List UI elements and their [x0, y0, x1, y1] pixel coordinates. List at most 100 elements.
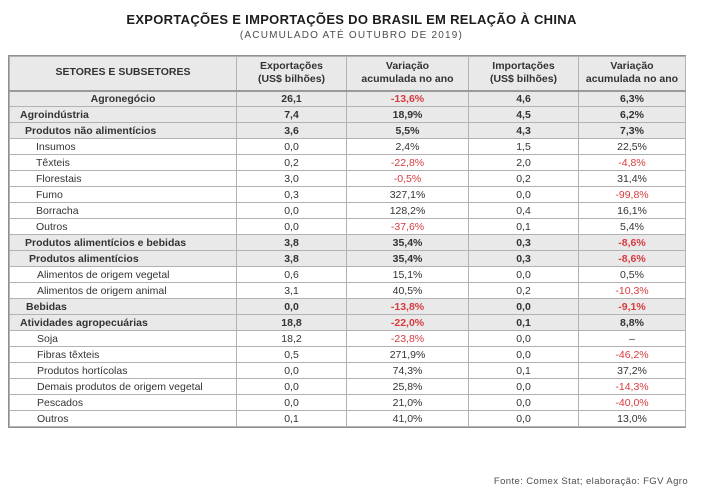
imports-variation-cell: 6,2% — [578, 106, 686, 123]
table-row: Têxteis 0,2 -22,8% 2,0 -4,8% — [9, 154, 686, 171]
sector-label: Fumo — [9, 186, 237, 203]
table-row: Alimentos de origem animal 3,1 40,5% 0,2 -10… — [9, 282, 686, 299]
exports-variation-cell: 5,5% — [346, 122, 469, 139]
imports-value-cell: 4,6 — [468, 90, 579, 107]
table-row: Produtos hortícolas 0,0 74,3% 0,1 37,2% — [9, 362, 686, 379]
imports-value-cell: 0,0 — [468, 186, 579, 203]
sector-label: Atividades agropecuárias — [9, 314, 237, 331]
imports-variation-cell: 37,2% — [578, 362, 686, 379]
exports-variation-cell: 40,5% — [346, 282, 469, 299]
source-note: Fonte: Comex Stat; elaboração: FGV Agro — [493, 476, 688, 487]
table-row: Fumo 0,3 327,1% 0,0 -99,8% — [9, 186, 686, 203]
imports-value-cell: 0,1 — [468, 218, 579, 235]
page-subtitle: (ACUMULADO ATÉ OUTUBRO DE 2019) — [239, 30, 464, 41]
sector-label: Soja — [9, 330, 237, 347]
exports-variation-cell: -37,6% — [346, 218, 469, 235]
imports-value-cell: 0,3 — [468, 234, 579, 251]
imports-value-cell: 4,5 — [468, 106, 579, 123]
sector-label: Produtos alimentícios e bebidas — [9, 234, 237, 251]
exports-variation-cell: 41,0% — [346, 410, 469, 427]
table-row: Soja 18,2 -23,8% 0,0– — [9, 330, 686, 347]
exports-value-cell: 18,2 — [236, 330, 347, 347]
exports-value-cell: 0,1 — [236, 410, 347, 427]
exports-variation-cell: -13,8% — [346, 298, 469, 315]
exports-value-cell: 3,6 — [236, 122, 347, 139]
table-body: Agronegócio 26,1 -13,6% 4,6 6,3% Agroindústri… — [9, 90, 686, 427]
imports-value-cell: 0,0 — [468, 266, 579, 283]
table-row: Produtos alimentícios e bebidas 3,8 35,4% 0… — [9, 234, 686, 251]
table-row: Atividades agropecuárias 18,8 -22,0% 0,1 8,8… — [9, 314, 686, 331]
imports-variation-cell: – — [578, 330, 686, 347]
imports-variation-cell: -40,0% — [578, 394, 686, 411]
sector-label: Alimentos de origem animal — [9, 282, 237, 299]
sector-label: Pescados — [9, 394, 237, 411]
exports-variation-cell: 15,1% — [346, 266, 469, 283]
header-variacao-exportacoes: Variação acumulada no ano — [346, 56, 469, 92]
table-row: Florestais 3,0 -0,5% 0,2 31,4% — [9, 170, 686, 187]
table-row: Bebidas 0,0 -13,8% 0,0 -9,1% — [9, 298, 686, 315]
imports-value-cell: 0,0 — [468, 410, 579, 427]
exports-value-cell: 0,6 — [236, 266, 347, 283]
exports-value-cell: 0,0 — [236, 138, 347, 155]
sector-label: Outros — [9, 218, 237, 235]
table-row: Demais produtos de origem vegetal 0,0 25,8… — [9, 378, 686, 395]
exports-variation-cell: -0,5% — [346, 170, 469, 187]
imports-value-cell: 0,2 — [468, 282, 579, 299]
imports-value-cell: 0,3 — [468, 250, 579, 267]
imports-variation-cell: 31,4% — [578, 170, 686, 187]
exports-value-cell: 3,8 — [236, 250, 347, 267]
imports-value-cell: 2,0 — [468, 154, 579, 171]
imports-variation-cell: -46,2% — [578, 346, 686, 363]
imports-variation-cell: 5,4% — [578, 218, 686, 235]
imports-variation-cell: 16,1% — [578, 202, 686, 219]
imports-variation-cell: -4,8% — [578, 154, 686, 171]
exports-value-cell: 0,0 — [236, 218, 347, 235]
table-row: Outros 0,1 41,0% 0,0 13,0% — [9, 410, 686, 427]
sector-label: Produtos não alimentícios — [9, 122, 237, 139]
exports-value-cell: 18,8 — [236, 314, 347, 331]
imports-value-cell: 0,1 — [468, 314, 579, 331]
exports-value-cell: 0,5 — [236, 346, 347, 363]
sector-label: Têxteis — [9, 154, 237, 171]
exports-variation-cell: -22,0% — [346, 314, 469, 331]
imports-value-cell: 0,0 — [468, 378, 579, 395]
exports-value-cell: 3,8 — [236, 234, 347, 251]
imports-value-cell: 0,0 — [468, 298, 579, 315]
imports-variation-cell: -8,6% — [578, 250, 686, 267]
table-row: Agronegócio 26,1 -13,6% 4,6 6,3% — [9, 90, 686, 107]
sector-label: Produtos alimentícios — [9, 250, 237, 267]
imports-variation-cell: 7,3% — [578, 122, 686, 139]
imports-variation-cell: 13,0% — [578, 410, 686, 427]
exports-value-cell: 0,0 — [236, 202, 347, 219]
exports-variation-cell: 21,0% — [346, 394, 469, 411]
imports-variation-cell: -10,3% — [578, 282, 686, 299]
sector-label: Bebidas — [9, 298, 237, 315]
exports-value-cell: 0,0 — [236, 362, 347, 379]
header-variacao-importacoes: Variação acumulada no ano — [578, 56, 686, 92]
sector-label: Agronegócio — [9, 90, 237, 107]
page-title: EXPORTAÇÕES E IMPORTAÇÕES DO BRASIL EM R… — [126, 12, 577, 27]
imports-variation-cell: 0,5% — [578, 266, 686, 283]
table-row: Produtos alimentícios 3,8 35,4% 0,3 -8,6% — [9, 250, 686, 267]
imports-variation-cell: -8,6% — [578, 234, 686, 251]
exports-variation-cell: 18,9% — [346, 106, 469, 123]
exports-value-cell: 0,0 — [236, 394, 347, 411]
sector-label: Borracha — [9, 202, 237, 219]
sector-label: Florestais — [9, 170, 237, 187]
exports-variation-cell: -22,8% — [346, 154, 469, 171]
imports-value-cell: 1,5 — [468, 138, 579, 155]
imports-variation-cell: 22,5% — [578, 138, 686, 155]
imports-value-cell: 0,2 — [468, 170, 579, 187]
table-row: Borracha 0,0 128,2% 0,4 16,1% — [9, 202, 686, 219]
header-setores: SETORES E SUBSETORES — [9, 56, 237, 92]
exports-variation-cell: -13,6% — [346, 90, 469, 107]
table-header: SETORES E SUBSETORES Exportações (US$ bi… — [9, 56, 686, 92]
exports-value-cell: 0,0 — [236, 378, 347, 395]
exports-variation-cell: 25,8% — [346, 378, 469, 395]
imports-variation-cell: 6,3% — [578, 90, 686, 107]
imports-value-cell: 0,1 — [468, 362, 579, 379]
imports-value-cell: 0,0 — [468, 394, 579, 411]
imports-variation-cell: -14,3% — [578, 378, 686, 395]
exports-value-cell: 0,3 — [236, 186, 347, 203]
